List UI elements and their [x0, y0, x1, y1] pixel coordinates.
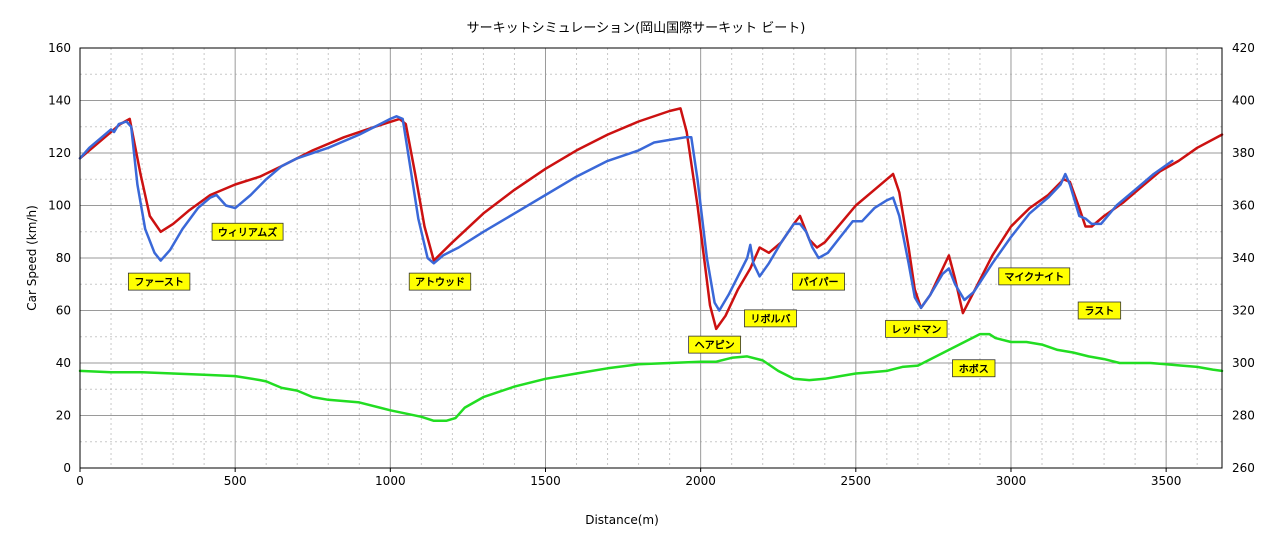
x-tick-label: 2000: [685, 474, 716, 488]
annotation-label: ホボス: [959, 362, 989, 375]
annotation-label: レッドマン: [891, 324, 941, 336]
annotation-box: [408, 272, 472, 291]
x-tick-label: 2500: [841, 474, 872, 488]
y-tick-label: 100: [48, 199, 71, 213]
annotation-label: ウィリアムズ: [218, 226, 277, 239]
series-line: [78, 107, 1224, 331]
annotation-label: リボルバ: [750, 312, 790, 325]
annotation-box: [792, 272, 845, 291]
series-lines: [78, 107, 1224, 423]
series-line: [78, 115, 1174, 312]
annotation-label: パイパー: [799, 277, 839, 289]
annotation-box: [744, 309, 797, 328]
annotation-box: [885, 319, 948, 338]
y2-tick-label: 360: [1232, 199, 1255, 213]
x-tick-label: 500: [224, 474, 247, 488]
y-tick-label: 20: [56, 409, 71, 423]
y2-tick-label: 340: [1232, 251, 1255, 265]
x-tick-label: 1000: [375, 474, 406, 488]
x-axis-label: Distance(m): [585, 513, 659, 527]
y2-tick-label: 420: [1232, 41, 1255, 55]
y2-tick-label: 320: [1232, 304, 1255, 318]
x-tick-label: 3500: [1151, 474, 1182, 488]
annotation-box: [998, 267, 1071, 286]
annotation-box: [1077, 301, 1122, 320]
y2-tick-label: 280: [1232, 409, 1255, 423]
x-tick-label: 1500: [530, 474, 561, 488]
annotation-box: [952, 359, 996, 378]
chart-title: サーキットシミュレーション(岡山国際サーキット ビート): [467, 21, 806, 36]
y-tick-label: 120: [48, 146, 71, 160]
y2-tick-label: 380: [1232, 146, 1255, 160]
y-tick-label: 0: [63, 461, 71, 475]
annotation-box: [127, 272, 191, 291]
annotation-label: ヘアピン: [695, 340, 735, 352]
tick-labels: 0 500 1000 1500 2000 2500 3000 3500 0 20 40 60 80 100…: [48, 41, 1255, 488]
annotation-label: マイクナイト: [1004, 271, 1064, 283]
plot-frame: [79, 47, 1223, 469]
series-line: [78, 332, 1224, 423]
x-tick-label: 0: [76, 474, 84, 488]
y2-tick-label: 260: [1232, 461, 1255, 475]
y2-tick-label: 400: [1232, 94, 1255, 108]
y2-tick-label: 300: [1232, 356, 1255, 370]
annotation-box: [211, 222, 284, 241]
y-tick-label: 80: [56, 251, 71, 265]
grid: [79, 48, 1222, 472]
y-tick-label: 160: [48, 41, 71, 55]
annotation-label: ファースト: [134, 277, 184, 289]
y-tick-label: 140: [48, 94, 71, 108]
y-axis-label: Car Speed (km/h): [25, 205, 39, 311]
x-tick-label: 3000: [996, 474, 1027, 488]
annotation-box: [688, 335, 742, 354]
y-tick-label: 60: [56, 304, 71, 318]
y-tick-label: 40: [56, 356, 71, 370]
annotation-label: ラスト: [1085, 306, 1115, 318]
annotation-label: アトウッド: [415, 277, 465, 289]
